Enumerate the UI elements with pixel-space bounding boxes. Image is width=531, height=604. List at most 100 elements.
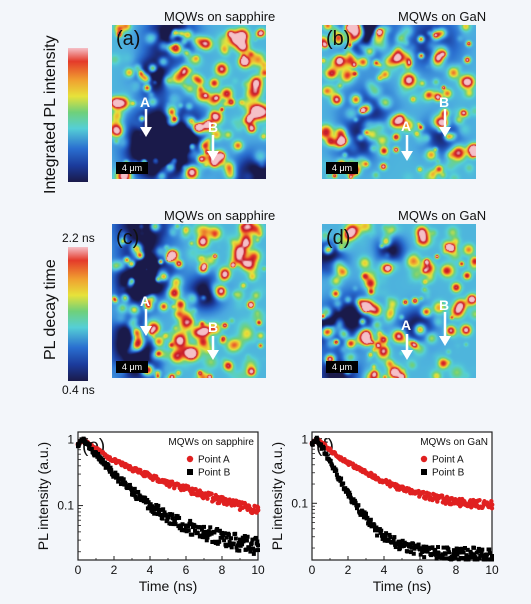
data-point [160,516,165,521]
data-point [245,534,250,539]
data-point [420,549,425,554]
map-d-arrows: A B [401,297,451,360]
data-point [336,454,342,460]
data-point [168,521,173,526]
y-tick-label: 0.1 [57,499,74,513]
data-point [418,547,422,552]
data-point [130,488,134,493]
arrow-a-label: A [401,118,411,134]
data-point [407,544,412,549]
map-b-label: (b) [326,28,351,50]
data-point [360,509,365,514]
data-point [418,552,423,557]
data-point [476,546,481,551]
data-point [158,512,163,517]
data-point [171,522,176,527]
data-point [154,506,159,511]
data-point [166,514,170,519]
data-point [204,529,209,534]
data-point [425,549,430,554]
data-point [467,554,472,559]
data-point [364,511,368,516]
data-point [111,458,117,463]
data-point [421,489,426,495]
data-point [398,539,403,544]
data-point [424,544,429,549]
map-d: A B (d) 4 μm [322,224,476,378]
data-point [375,533,380,538]
data-point [186,524,191,529]
data-point [350,500,355,505]
data-point [103,465,108,470]
intensity-colorbar-label: Integrated PL intensity [42,35,59,194]
data-point [334,468,339,473]
series-point-a [75,437,261,516]
data-point [337,475,341,480]
y-axis-label: PL intensity (a.u.) [269,442,285,550]
data-point [393,545,398,550]
data-point [399,486,405,491]
data-point [409,545,414,550]
data-point [199,527,204,532]
arrow-a-label: A [140,94,150,110]
data-point [227,540,232,545]
map-c: A B (c) 4 μm [112,224,266,378]
data-point [433,547,438,552]
data-point [458,555,463,560]
data-point [420,547,425,552]
data-point [134,497,139,502]
data-point [436,545,440,550]
data-point [411,541,416,546]
data-point [202,524,206,529]
data-point [235,548,240,553]
data-point [450,556,455,561]
data-point [456,547,461,552]
data-point [427,546,432,551]
data-point [119,476,124,481]
data-point [186,528,191,533]
data-point [476,549,481,554]
map-d-label: (d) [326,227,351,249]
data-point [209,531,214,536]
legend-marker [187,469,193,475]
data-point [131,492,136,497]
data-point [136,489,141,494]
data-point [215,527,220,532]
data-point [229,545,234,550]
y-tick-label: 0.1 [291,496,308,510]
data-point [368,517,373,522]
y-tick-label: 1 [301,432,308,446]
data-point [106,463,111,468]
data-point [112,472,116,477]
map-a: A B (a) 4 μm [112,25,266,179]
data-point [209,491,214,497]
data-point [327,447,333,453]
data-point [159,507,164,512]
arrow-b-label: B [439,297,449,313]
data-point [479,550,484,555]
data-point [116,479,121,484]
data-point [141,499,146,504]
decay-colorbar-label: PL decay time [42,259,59,360]
data-point [188,518,193,523]
map-a-image [112,25,266,179]
data-point [184,523,188,528]
data-point [217,539,222,544]
data-point [391,540,395,545]
legend-label: Point A [432,455,464,466]
data-point [454,552,458,557]
data-point [444,556,449,561]
data-point [334,472,339,477]
data-point [183,486,189,492]
data-point [446,547,451,552]
data-point [379,533,384,538]
data-point [96,451,101,456]
data-point [184,529,189,534]
x-tick-label: 8 [219,563,226,577]
data-point [143,500,148,505]
data-point [470,554,475,559]
data-point [368,521,373,526]
map-c-label: (c) [116,227,140,249]
data-point [102,452,108,458]
